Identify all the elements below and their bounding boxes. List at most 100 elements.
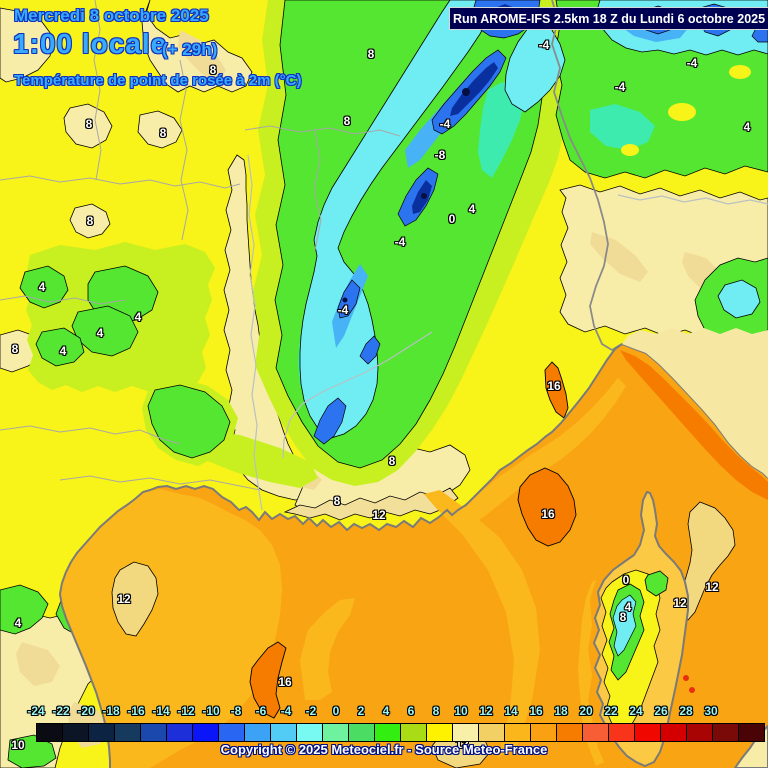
scale-cell [635, 724, 661, 741]
contour-label: 4 [624, 600, 632, 614]
scale-cell [427, 724, 453, 741]
contour-label: 4 [743, 120, 751, 134]
sea-amber-regions [60, 378, 626, 768]
scale-tick-label: 18 [554, 704, 568, 718]
scale-cell [63, 724, 89, 741]
variable-title: Température de point de rosée à 2m (°C) [14, 72, 302, 89]
scale-tick-label: -8 [230, 704, 242, 718]
scale-tick-label: 2 [357, 704, 365, 718]
contour-label: 10 [11, 738, 25, 752]
coastline [58, 342, 768, 768]
scale-cell [193, 724, 219, 741]
contour-label: 12 [117, 592, 131, 606]
contour-label: 0 [448, 212, 456, 226]
time-title: 1:00 locale [13, 28, 168, 59]
contour-label: -4 [394, 235, 406, 249]
contour-label: -4 [686, 56, 698, 70]
contour-label: 8 [159, 126, 167, 140]
scale-tick-label: 16 [529, 704, 543, 718]
scale-cell [687, 724, 713, 741]
run-info-text: Run AROME-IFS 2.5km 18 Z du Lundi 6 octo… [452, 11, 766, 26]
scale-cell [89, 724, 115, 741]
yellow-dots [621, 65, 751, 156]
scale-cell [661, 724, 687, 741]
scale-cell [453, 724, 479, 741]
forecast-offset: (+ 29h) [162, 40, 218, 59]
scale-cell [479, 724, 505, 741]
copyright-text: Copyright © 2025 Meteociel.fr - Source M… [220, 742, 548, 757]
contour-label: 4 [468, 202, 476, 216]
contour-label: 8 [86, 214, 94, 228]
contour-label: 4 [59, 344, 67, 358]
scale-cell [323, 724, 349, 741]
contour-label: 4 [38, 280, 46, 294]
contour-label: 16 [278, 675, 292, 689]
scale-cell [401, 724, 427, 741]
contour-label: 8 [85, 117, 93, 131]
contour-label: 8 [333, 494, 341, 508]
scale-tick-label: -16 [127, 704, 145, 718]
scale-cell [141, 724, 167, 741]
contour-label: 12 [705, 580, 719, 594]
scale-cell [245, 724, 271, 741]
scale-cell [739, 724, 764, 741]
scale-tick-label: 12 [479, 704, 493, 718]
contour-label: 8 [209, 63, 217, 77]
scale-tick-label: 26 [654, 704, 668, 718]
scale-bar [36, 723, 765, 742]
corsica [592, 490, 689, 768]
sea-deep-orange-blobs [249, 350, 768, 719]
contour-label: 8 [367, 47, 375, 61]
scale-tick-label: 22 [604, 704, 618, 718]
scale-tick-label: 0 [332, 704, 340, 718]
contour-label: -4 [614, 80, 626, 94]
scale-tick-label: 14 [504, 704, 518, 718]
contour-label: 4 [96, 326, 104, 340]
scale-cell [375, 724, 401, 741]
scale-cell [37, 724, 63, 741]
scale-tick-label: 20 [579, 704, 593, 718]
scale-tick-label: 8 [432, 704, 440, 718]
date-title: Mercredi 8 octobre 2025 [14, 6, 209, 25]
sea-gold-blobs [111, 501, 736, 768]
coastal-cream-strip [283, 487, 459, 521]
scale-tick-label: -14 [152, 704, 170, 718]
color-scale: -24 -22 -20 -18 -16 -14 -12 -10 -8 -6 -4 -2 0 2 4 6 8 10 1… [0, 700, 768, 745]
contour-label: 0 [622, 573, 630, 587]
scale-tick-label: -2 [305, 704, 317, 718]
scale-cell [505, 724, 531, 741]
admin-borders [0, 0, 401, 491]
scale-tick-label: -10 [202, 704, 220, 718]
scale-tick-label: 10 [454, 704, 468, 718]
scale-tick-label: 24 [629, 704, 643, 718]
scale-cell [557, 724, 583, 741]
scale-cell [583, 724, 609, 741]
scale-cell [219, 724, 245, 741]
contour-label: 16 [547, 379, 561, 393]
contour-label: 16 [541, 507, 555, 521]
rivers [247, 154, 768, 511]
contour-label: 8 [619, 610, 627, 624]
scale-tick-label: -24 [27, 704, 45, 718]
contour-label: -4 [337, 303, 349, 317]
scale-tick-label: -6 [255, 704, 267, 718]
contour-label: -4 [538, 38, 550, 52]
scale-cell [609, 724, 635, 741]
scale-cell [271, 724, 297, 741]
contour-label: 4 [14, 616, 22, 630]
scale-cell [713, 724, 739, 741]
scale-cell [167, 724, 193, 741]
contour-label: 12 [372, 508, 386, 522]
italy-coast-land [622, 328, 768, 478]
contour-label: 8 [343, 114, 351, 128]
contour-label: 8 [11, 342, 19, 356]
scale-tick-label: -4 [280, 704, 292, 718]
scale-tick-label: 30 [704, 704, 718, 718]
scale-cell [297, 724, 323, 741]
scale-cell [349, 724, 375, 741]
contour-label: 8 [388, 454, 396, 468]
scale-tick-label: -20 [77, 704, 95, 718]
contour-label: -8 [434, 148, 446, 162]
